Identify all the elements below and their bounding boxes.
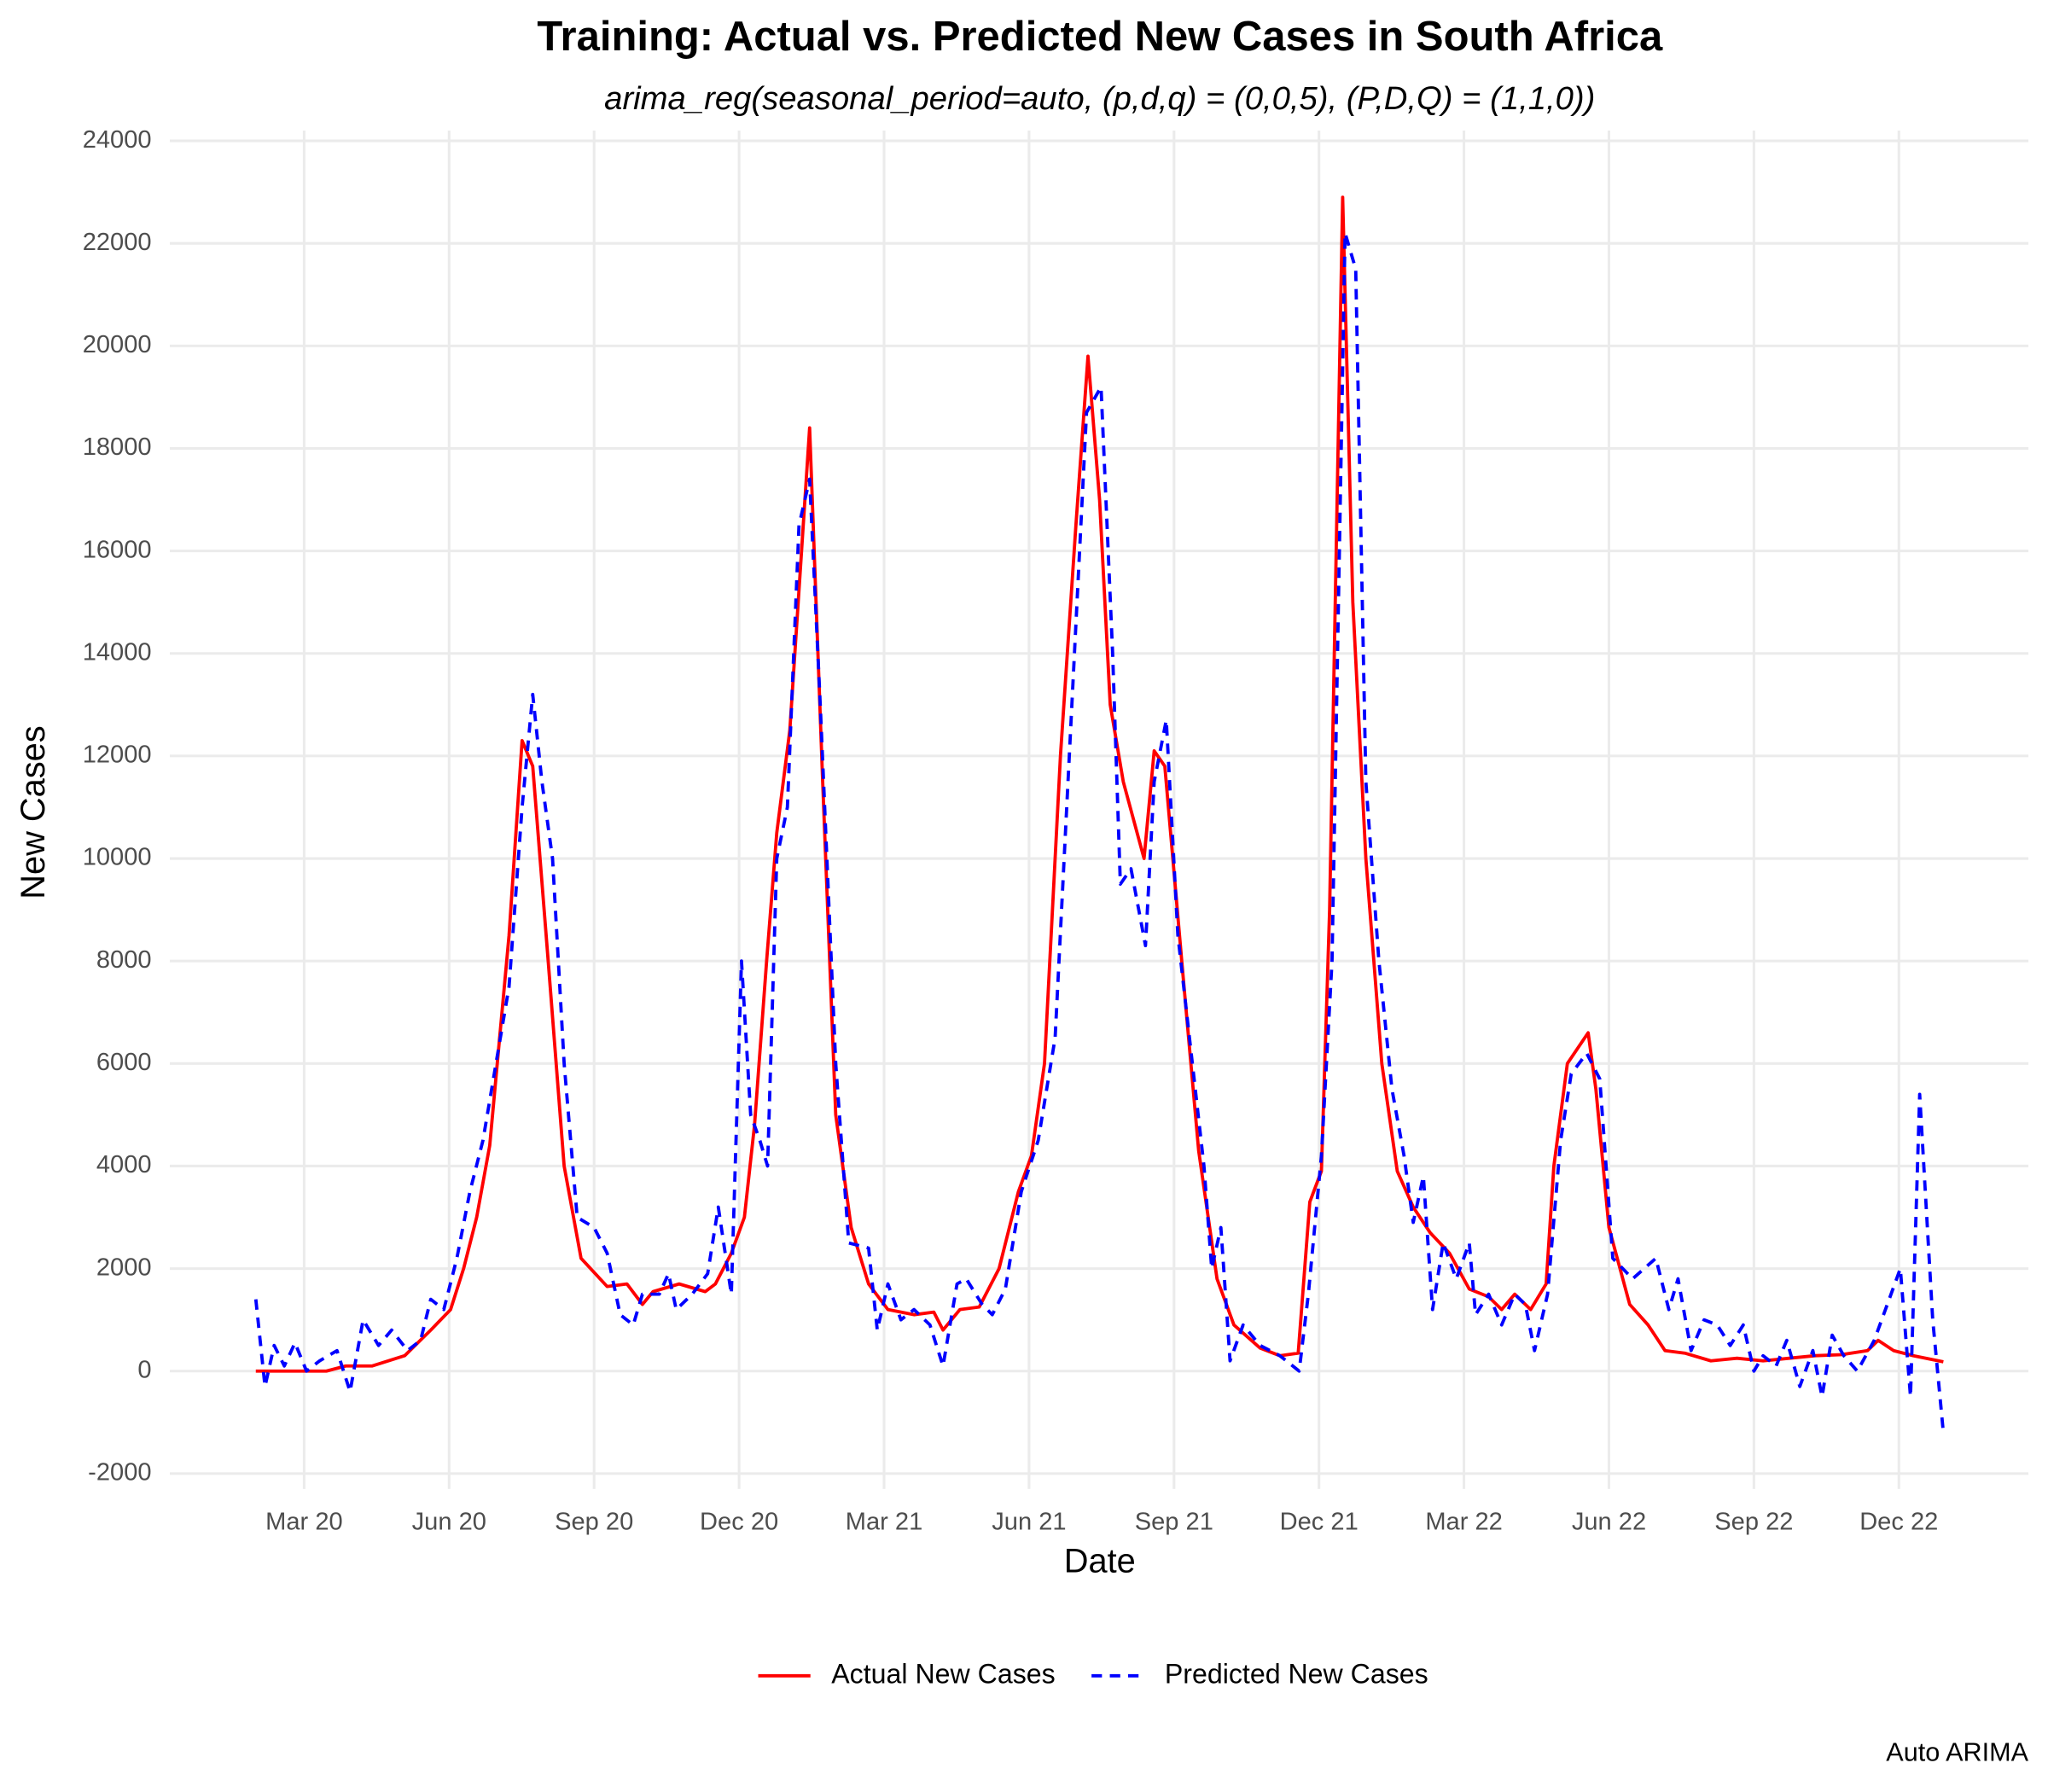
y-tick-label: 18000	[83, 433, 152, 461]
y-tick-label: 14000	[83, 638, 152, 666]
y-tick-label: 6000	[96, 1049, 152, 1076]
y-tick-label: 22000	[83, 229, 152, 256]
x-tick-label: Sep 21	[1135, 1508, 1213, 1535]
y-tick-label: 12000	[83, 742, 152, 769]
x-tick-label: Jun 21	[992, 1508, 1066, 1535]
chart-title: Training: Actual vs. Predicted New Cases…	[537, 14, 1663, 60]
x-tick-label: Sep 22	[1714, 1508, 1793, 1535]
x-tick-label: Sep 20	[555, 1508, 633, 1535]
x-tick-label: Dec 21	[1280, 1508, 1359, 1535]
x-tick-label: Jun 20	[412, 1508, 486, 1535]
y-tick-label: 20000	[83, 331, 152, 358]
x-tick-label: Mar 20	[265, 1508, 343, 1535]
x-tick-label: Mar 22	[1425, 1508, 1503, 1535]
legend-label: Predicted New Cases	[1165, 1658, 1428, 1689]
y-tick-label: -2000	[88, 1459, 151, 1487]
x-tick-label: Jun 22	[1572, 1508, 1646, 1535]
series-line	[253, 231, 1946, 1434]
series-line	[255, 195, 1944, 1373]
y-axis-title: New Cases	[15, 725, 52, 899]
x-tick-label: Dec 20	[700, 1508, 778, 1535]
y-tick-label: 16000	[83, 536, 152, 563]
y-tick-label: 8000	[96, 946, 152, 974]
y-tick-label: 2000	[96, 1254, 152, 1281]
caption: Auto ARIMA	[1886, 1738, 2028, 1767]
y-tick-label: 24000	[83, 126, 152, 154]
y-tick-label: 4000	[96, 1151, 152, 1178]
x-axis-title: Date	[1064, 1543, 1136, 1580]
y-tick-label: 10000	[83, 844, 152, 871]
y-tick-label: 0	[137, 1356, 151, 1383]
x-tick-label: Mar 21	[846, 1508, 923, 1535]
x-tick-label: Dec 22	[1859, 1508, 1938, 1535]
chart-subtitle: arima_reg(seasonal_period=auto, (p,d,q) …	[604, 80, 1595, 117]
legend-label: Actual New Cases	[831, 1658, 1055, 1689]
